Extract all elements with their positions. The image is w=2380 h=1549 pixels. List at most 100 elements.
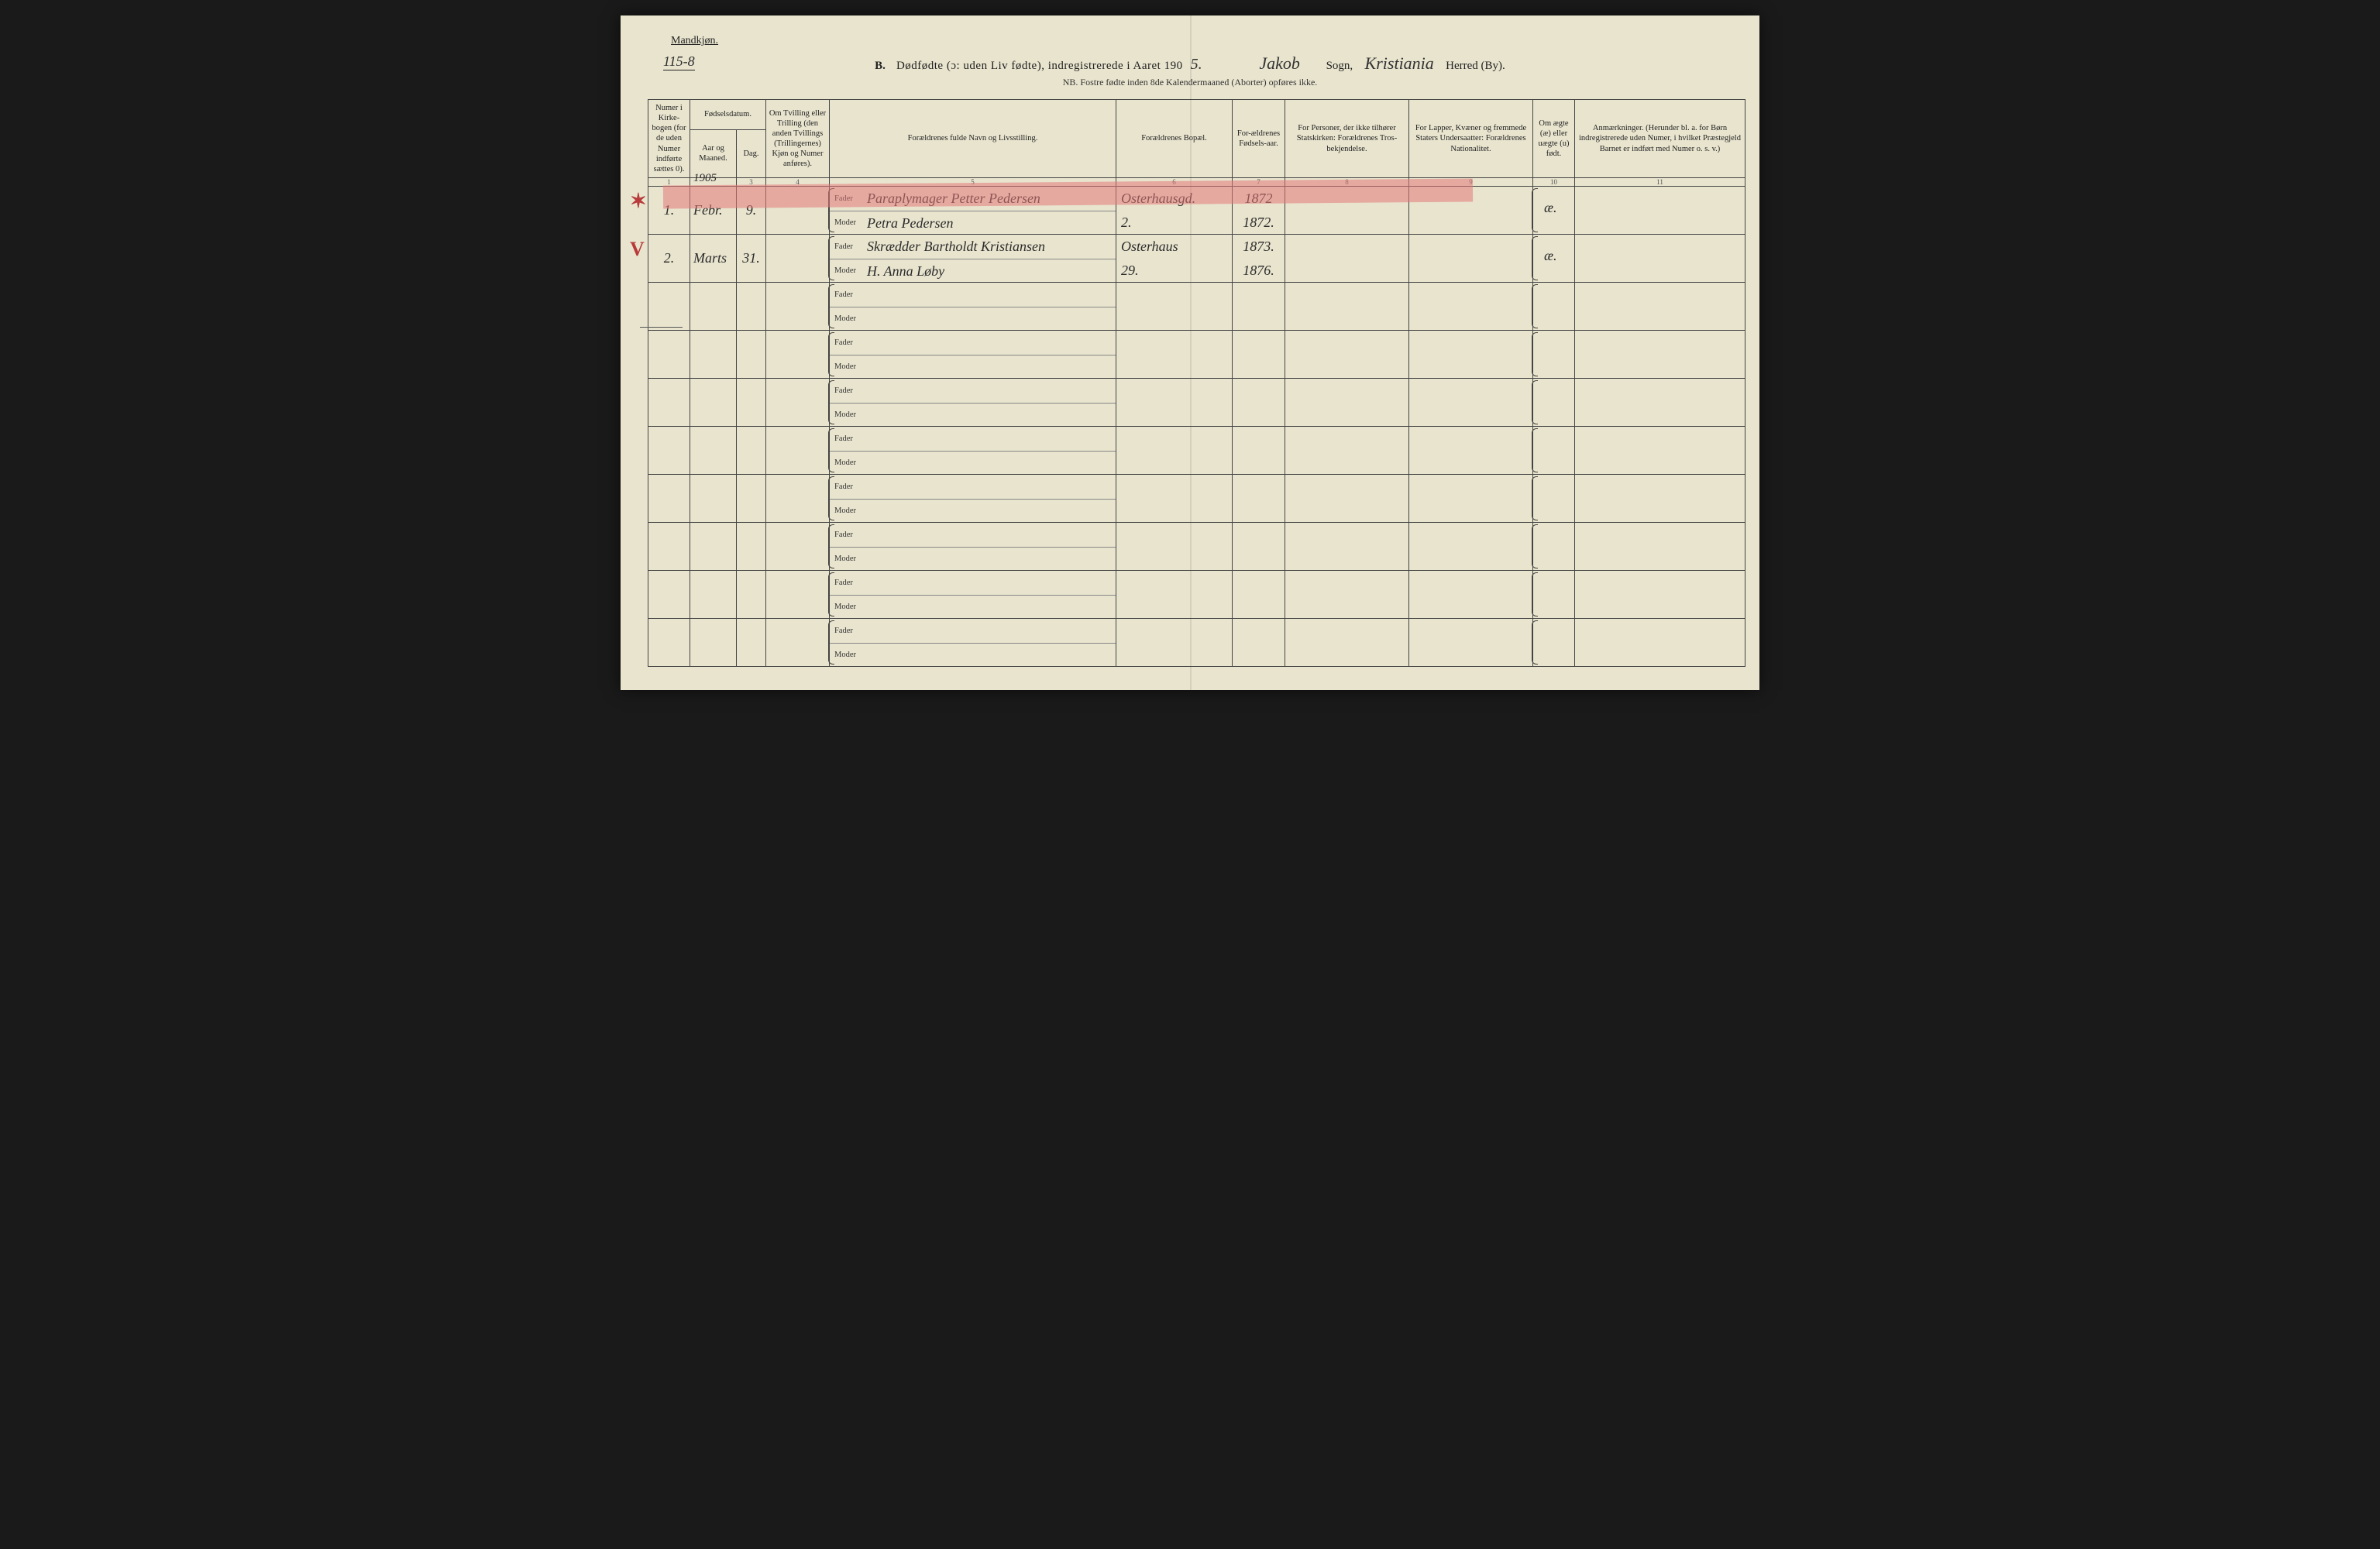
remarks-cell (1575, 187, 1745, 235)
year-mother (1233, 402, 1285, 426)
moder-label: Moder (834, 603, 867, 611)
nationality-cell (1409, 235, 1532, 283)
entry-twin (766, 523, 829, 571)
fader-label: Fader (834, 434, 867, 443)
year-suffix: 5. (1191, 56, 1202, 74)
father-name: Skrædder Bartholdt Kristiansen (867, 239, 1045, 253)
col-2b-header: Dag. (737, 129, 766, 177)
nationality-cell (1409, 187, 1532, 235)
brace-icon (828, 524, 834, 568)
fader-label: Fader (834, 386, 867, 395)
register-table: Numer i Kirke-bogen (for de uden Numer i… (648, 99, 1745, 667)
addr-mother (1116, 594, 1232, 618)
parents-block: FaderModer (830, 427, 1116, 475)
father-name: Paraplymager Petter Pedersen (867, 191, 1040, 205)
year-father: 1873. (1233, 235, 1285, 259)
entry-day: 31. (737, 235, 765, 283)
fader-label: Fader (834, 338, 867, 347)
table-row: Fader Moder (648, 331, 1745, 379)
table-body: 134567891011 1.1905Febr.9.FaderParaplyma… (648, 177, 1745, 667)
brace-icon (1532, 572, 1538, 617)
entry-day (737, 571, 765, 619)
sogn-hand: Jakob (1241, 53, 1319, 74)
nationality-cell (1409, 475, 1532, 523)
entry-number (648, 571, 690, 619)
entry-twin (766, 235, 829, 283)
title-prefix: B. (875, 60, 886, 73)
brace-icon (828, 476, 834, 520)
remarks-cell (1575, 427, 1745, 475)
remarks-cell (1575, 523, 1745, 571)
year-father (1233, 379, 1285, 403)
legit-block (1533, 283, 1574, 331)
parents-block: FaderSkrædder Bartholdt KristiansenModer… (830, 235, 1116, 283)
confession-cell (1285, 283, 1408, 331)
year-mother (1233, 306, 1285, 330)
margin-mark: V (630, 238, 645, 261)
brace-icon (1532, 236, 1538, 280)
entry-month: Marts (690, 235, 736, 283)
moder-label: Moder (834, 555, 867, 563)
entry-twin (766, 427, 829, 475)
addr-mother (1116, 402, 1232, 426)
parents-block: FaderModer (830, 283, 1116, 331)
remarks-cell (1575, 475, 1745, 523)
brace-icon (828, 236, 834, 280)
brace-icon (828, 572, 834, 617)
year-mother: 1872. (1233, 210, 1285, 234)
nationality-cell (1409, 427, 1532, 475)
table-row: Fader Moder (648, 523, 1745, 571)
entry-number (648, 379, 690, 427)
col-6-header: For-ældrenes Fødsels-aar. (1233, 100, 1285, 178)
addr-father (1116, 571, 1232, 595)
confession-cell (1285, 331, 1408, 379)
brace-icon (1532, 284, 1538, 328)
brace-icon (1532, 524, 1538, 568)
confession-cell (1285, 427, 1408, 475)
column-number: 6 (1116, 177, 1233, 186)
nationality-cell (1409, 619, 1532, 667)
nationality-cell (1409, 331, 1532, 379)
table-row: FaderModer (648, 475, 1745, 523)
confession-cell (1285, 187, 1408, 235)
nationality-cell (1409, 523, 1532, 571)
column-number: 1 (648, 177, 690, 186)
addr-father (1116, 475, 1232, 499)
year-father (1233, 283, 1285, 307)
nationality-cell (1409, 283, 1532, 331)
addr-father (1116, 427, 1232, 451)
brace-icon (1532, 428, 1538, 472)
moder-label: Moder (834, 362, 867, 371)
confession-cell (1285, 523, 1408, 571)
moder-label: Moder (834, 410, 867, 419)
col-7-header: For Personer, der ikke tilhører Statskir… (1285, 100, 1409, 178)
year-mother (1233, 642, 1285, 666)
title-main: Dødfødte (ɔ: uden Liv fødte), indregistr… (896, 60, 1183, 73)
table-row: 1.1905Febr.9.FaderParaplymager Petter Pe… (648, 186, 1745, 235)
brace-icon (828, 620, 834, 665)
entry-month (690, 427, 736, 475)
col-1-header: Numer i Kirke-bogen (for de uden Numer i… (648, 100, 690, 178)
fader-label: Fader (834, 531, 867, 539)
entry-twin (766, 571, 829, 619)
year-mother (1233, 498, 1285, 522)
brace-icon (1532, 188, 1538, 232)
moder-label: Moder (834, 314, 867, 323)
pencil-mark (640, 327, 683, 328)
column-numbers-row: 134567891011 (648, 177, 1745, 186)
entry-month (690, 331, 736, 379)
entry-day (737, 283, 765, 331)
entry-number (648, 619, 690, 667)
moder-label: Moder (834, 266, 867, 275)
col-10-header: Anmærkninger. (Herunder bl. a. for Børn … (1575, 100, 1745, 178)
table-head: Numer i Kirke-bogen (for de uden Numer i… (648, 100, 1745, 178)
parents-block: Fader Moder (830, 331, 1116, 379)
legit-block (1533, 619, 1574, 667)
addr-father: Osterhaus (1116, 235, 1232, 259)
addr-mother: 29. (1116, 258, 1232, 282)
entry-month (690, 283, 736, 331)
entry-twin (766, 187, 829, 235)
column-number: 8 (1285, 177, 1409, 186)
entry-month (690, 475, 736, 523)
entry-twin (766, 619, 829, 667)
